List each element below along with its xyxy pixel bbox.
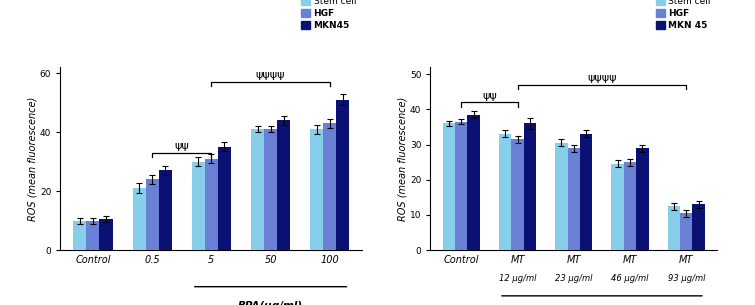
Bar xyxy=(146,179,159,250)
Bar xyxy=(680,213,692,250)
Bar xyxy=(467,115,480,250)
Bar xyxy=(192,162,205,250)
Text: ψψψψ: ψψψψ xyxy=(256,70,285,81)
Bar xyxy=(73,221,87,250)
Text: ψψ: ψψ xyxy=(174,141,190,151)
Bar xyxy=(87,221,100,250)
Bar xyxy=(251,129,264,250)
Bar xyxy=(277,120,290,250)
Bar xyxy=(624,162,636,250)
Text: BPA(μg/ml): BPA(μg/ml) xyxy=(238,301,303,305)
Bar xyxy=(159,170,171,250)
Bar xyxy=(442,124,455,250)
Bar xyxy=(100,219,112,250)
Bar xyxy=(310,129,323,250)
Text: 46 μg/ml: 46 μg/ml xyxy=(612,274,649,283)
Text: 12 μg/ml: 12 μg/ml xyxy=(499,274,536,283)
Bar xyxy=(218,147,231,250)
Bar xyxy=(612,164,624,250)
Text: 93 μg/ml: 93 μg/ml xyxy=(667,274,705,283)
Bar xyxy=(264,129,277,250)
Bar xyxy=(692,204,705,250)
Text: ψψ: ψψ xyxy=(482,91,497,101)
Bar xyxy=(568,148,580,250)
Bar xyxy=(636,148,649,250)
Legend: Stem cell, HGF, MKN 45: Stem cell, HGF, MKN 45 xyxy=(654,0,713,32)
Y-axis label: ROS (mean fluorescence): ROS (mean fluorescence) xyxy=(397,96,407,221)
Bar xyxy=(336,99,350,250)
Bar xyxy=(205,159,218,250)
Bar xyxy=(455,122,467,250)
Bar xyxy=(555,143,568,250)
Bar xyxy=(580,134,593,250)
Bar xyxy=(133,188,146,250)
Text: ψψψψ: ψψψψ xyxy=(587,73,617,83)
Bar xyxy=(524,124,536,250)
Legend: Stem cell, HGF, MKN45: Stem cell, HGF, MKN45 xyxy=(299,0,358,32)
Bar xyxy=(499,134,511,250)
Bar xyxy=(511,139,524,250)
Y-axis label: ROS (mean fluorescence): ROS (mean fluorescence) xyxy=(27,96,37,221)
Bar xyxy=(667,206,680,250)
Bar xyxy=(323,123,336,250)
Text: 23 μg/ml: 23 μg/ml xyxy=(555,274,593,283)
